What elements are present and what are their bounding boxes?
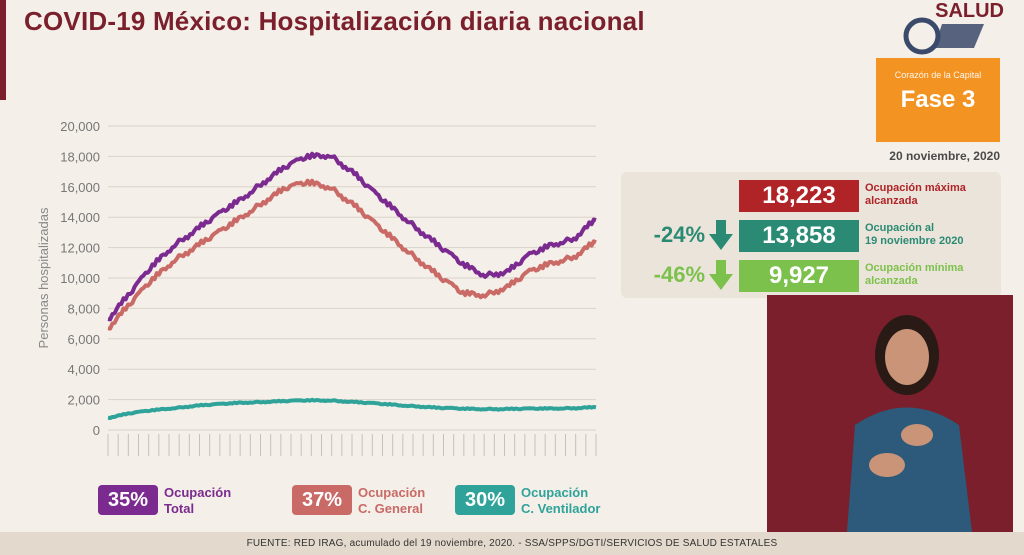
stat-row-max: 18,223 Ocupación máxima alcanzada [621, 178, 1001, 212]
legend-total-pct: 35% [98, 485, 158, 515]
interpreter-figure [767, 295, 1013, 532]
max-occupancy-value: 18,223 [739, 180, 859, 212]
y-tick-label: 8,000 [67, 301, 100, 316]
y-tick-label: 20,000 [60, 119, 100, 134]
fase-badge: Corazón de la Capital Fase 3 [876, 58, 1000, 142]
legend-total-line2: Total [164, 501, 195, 516]
legend-ventilador-line2: C. Ventilador [521, 501, 601, 516]
y-axis-label: Personas hospitalizadas [36, 207, 51, 348]
legend-total-line1: Ocupación [164, 485, 232, 500]
down-arrow-head [709, 234, 733, 250]
y-tick-label: 14,000 [60, 210, 100, 225]
y-tick-label: 16,000 [60, 180, 100, 195]
min-occupancy-label: Ocupación mínima alcanzada [865, 262, 1001, 288]
interpreter-hand-left [869, 453, 905, 477]
current-occupancy-label: Ocupación al 19 noviembre 2020 [865, 222, 1001, 248]
legend-ventilador-label: Ocupación C. Ventilador [521, 485, 631, 517]
salud-logo: SALUD [935, 0, 1004, 22]
stat-row-min: -46% 9,927 Ocupación mínima alcanzada [621, 258, 1001, 292]
page-title: COVID-19 México: Hospitalización diaria … [24, 6, 645, 36]
brand-accent-bar [0, 0, 6, 100]
fase-subtitle: Corazón de la Capital [894, 70, 982, 80]
legend-total-label: Ocupación Total [164, 485, 274, 517]
min-occupancy-label-line1: Ocupación mínima [865, 262, 964, 274]
down-arrow-shaft [716, 220, 726, 236]
tv-logo-ring [903, 17, 941, 55]
current-change-pct: -24% [653, 222, 705, 247]
stats-panel: 18,223 Ocupación máxima alcanzada -24% 1… [621, 172, 1001, 298]
down-arrow-icon [709, 260, 733, 290]
down-arrow-head [709, 274, 733, 290]
down-arrow-shaft [716, 260, 726, 276]
max-occupancy-label: Ocupación máxima alcanzada [865, 182, 1001, 208]
report-date: 20 noviembre, 2020 [889, 149, 1000, 163]
interpreter-hand-right [901, 424, 933, 446]
legend-general-line2: C. General [358, 501, 424, 516]
min-occupancy-label-line2: alcanzada [865, 275, 918, 287]
y-tick-label: 10,000 [60, 271, 100, 286]
current-occupancy-label-line1: Ocupación al [865, 222, 935, 234]
fase-label: Fase 3 [900, 86, 976, 113]
interpreter-face [885, 329, 929, 385]
series-line-total [107, 151, 597, 322]
interpreter-dress [847, 407, 972, 532]
legend-ventilador-pct: 30% [455, 485, 515, 515]
tv-channel-logo [903, 17, 984, 55]
source-footer: FUENTE: RED IRAG, acumulado del 19 novie… [0, 532, 1024, 555]
sign-language-interpreter-video [767, 295, 1013, 532]
y-tick-label: 12,000 [60, 241, 100, 256]
stat-row-current: -24% 13,858 Ocupación al 19 noviembre 20… [621, 218, 1001, 252]
y-tick-label: 0 [93, 423, 100, 438]
y-tick-label: 18,000 [60, 149, 100, 164]
series-line-general [107, 178, 597, 331]
tv-logo-shape [934, 24, 984, 48]
legend-general-label: Ocupación C. General [358, 485, 468, 517]
min-change-pct: -46% [653, 262, 705, 287]
legend-ventilador-line1: Ocupación [521, 485, 589, 500]
current-occupancy-value: 13,858 [739, 220, 859, 252]
series-line-ventilador [107, 397, 597, 420]
max-occupancy-label-line1: Ocupación máxima [865, 182, 966, 194]
y-tick-label: 6,000 [67, 332, 100, 347]
max-occupancy-label-line2: alcanzada [865, 195, 918, 207]
down-arrow-icon [709, 220, 733, 250]
current-occupancy-label-line2: 19 noviembre 2020 [865, 235, 964, 247]
legend-general-line1: Ocupación [358, 485, 426, 500]
legend-general-pct: 37% [292, 485, 352, 515]
hospitalization-chart: 0 2,000 4,000 6,000 8,000 10,000 12,000 14,000 1… [36, 119, 597, 456]
y-tick-label: 4,000 [67, 362, 100, 377]
min-occupancy-value: 9,927 [739, 260, 859, 292]
y-tick-label: 2,000 [67, 393, 100, 408]
